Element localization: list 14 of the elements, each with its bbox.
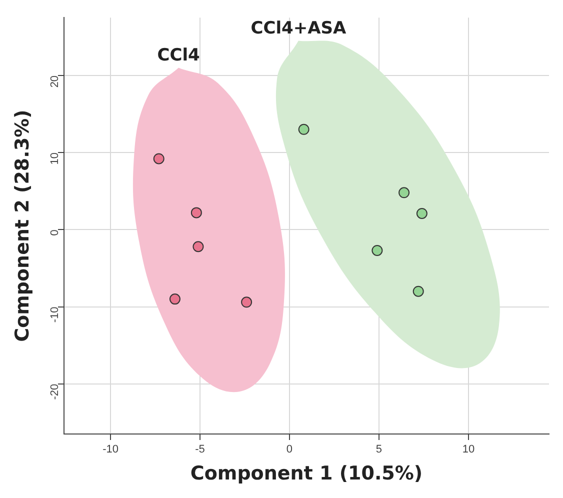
x-tick-label: -10	[102, 444, 118, 456]
y-tick-label: 10	[49, 152, 62, 165]
series-label: CCl4+ASA	[250, 18, 347, 39]
x-axis-title: Component 1 (10.5%)	[190, 462, 423, 485]
y-axis-title: Component 2 (28.3%)	[11, 110, 34, 342]
y-tick-label: -20	[49, 384, 62, 400]
x-tick-label: 5	[376, 444, 382, 456]
x-tick-label: -5	[195, 444, 205, 456]
series-label: CCl4	[157, 46, 200, 66]
x-tick-label: 0	[286, 444, 293, 456]
y-tick-label: -10	[49, 306, 62, 323]
y-tick-label: 20	[49, 75, 62, 88]
y-tick-label: 0	[49, 230, 62, 236]
x-tick-label: 10	[462, 444, 475, 456]
